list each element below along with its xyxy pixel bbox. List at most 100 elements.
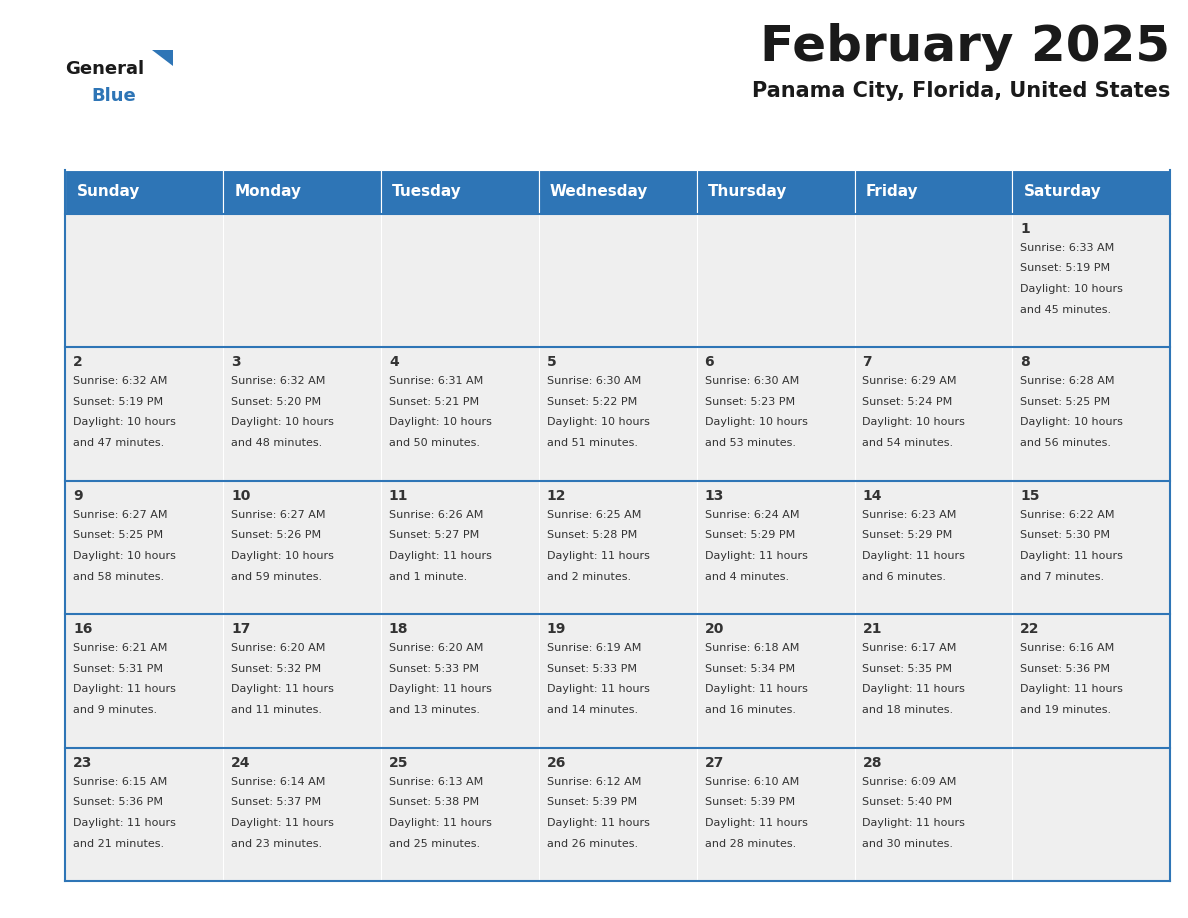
Text: 1: 1 — [1020, 222, 1030, 236]
Text: Daylight: 11 hours: Daylight: 11 hours — [862, 551, 966, 561]
Bar — [223, 748, 381, 881]
Text: 25: 25 — [388, 756, 409, 770]
Text: Sunset: 5:19 PM: Sunset: 5:19 PM — [74, 397, 164, 407]
Text: Sunrise: 6:15 AM: Sunrise: 6:15 AM — [74, 777, 168, 787]
Text: Saturday: Saturday — [1023, 185, 1101, 199]
Text: Sunrise: 6:14 AM: Sunrise: 6:14 AM — [230, 777, 326, 787]
Text: Sunrise: 6:28 AM: Sunrise: 6:28 AM — [1020, 376, 1114, 386]
Text: Daylight: 10 hours: Daylight: 10 hours — [74, 551, 176, 561]
Text: Sunrise: 6:26 AM: Sunrise: 6:26 AM — [388, 509, 484, 520]
Text: Sunrise: 6:32 AM: Sunrise: 6:32 AM — [230, 376, 326, 386]
Text: 9: 9 — [74, 489, 83, 503]
Text: Friday: Friday — [866, 185, 918, 199]
Text: Daylight: 11 hours: Daylight: 11 hours — [388, 685, 492, 694]
Text: and 14 minutes.: and 14 minutes. — [546, 705, 638, 715]
Text: Blue: Blue — [91, 87, 137, 106]
Text: Daylight: 11 hours: Daylight: 11 hours — [388, 551, 492, 561]
Text: Sunrise: 6:12 AM: Sunrise: 6:12 AM — [546, 777, 642, 787]
Bar — [696, 347, 854, 481]
Text: Daylight: 10 hours: Daylight: 10 hours — [230, 551, 334, 561]
Text: and 50 minutes.: and 50 minutes. — [388, 438, 480, 448]
Text: and 19 minutes.: and 19 minutes. — [1020, 705, 1111, 715]
Text: Sunset: 5:31 PM: Sunset: 5:31 PM — [74, 664, 163, 674]
Text: Sunrise: 6:18 AM: Sunrise: 6:18 AM — [704, 643, 800, 653]
Bar — [696, 170, 854, 214]
Text: and 56 minutes.: and 56 minutes. — [1020, 438, 1111, 448]
Text: Daylight: 11 hours: Daylight: 11 hours — [704, 551, 808, 561]
Text: 19: 19 — [546, 622, 567, 636]
Bar — [854, 614, 1012, 748]
Text: Sunset: 5:21 PM: Sunset: 5:21 PM — [388, 397, 479, 407]
Bar — [539, 347, 696, 481]
Text: Daylight: 11 hours: Daylight: 11 hours — [1020, 551, 1123, 561]
Text: Sunset: 5:26 PM: Sunset: 5:26 PM — [230, 531, 321, 540]
Text: Sunset: 5:23 PM: Sunset: 5:23 PM — [704, 397, 795, 407]
Text: Daylight: 11 hours: Daylight: 11 hours — [546, 818, 650, 828]
Text: 17: 17 — [230, 622, 251, 636]
Bar — [223, 481, 381, 614]
Text: and 13 minutes.: and 13 minutes. — [388, 705, 480, 715]
Bar — [223, 614, 381, 748]
Text: 12: 12 — [546, 489, 567, 503]
Text: Daylight: 10 hours: Daylight: 10 hours — [862, 418, 966, 428]
Text: and 45 minutes.: and 45 minutes. — [1020, 305, 1111, 315]
Text: Daylight: 11 hours: Daylight: 11 hours — [862, 685, 966, 694]
Text: 18: 18 — [388, 622, 409, 636]
Bar — [854, 481, 1012, 614]
Bar — [854, 214, 1012, 347]
Bar — [65, 170, 223, 214]
Polygon shape — [152, 50, 173, 66]
Text: Daylight: 11 hours: Daylight: 11 hours — [74, 685, 176, 694]
Text: 21: 21 — [862, 622, 881, 636]
Bar — [65, 347, 223, 481]
Text: Sunrise: 6:10 AM: Sunrise: 6:10 AM — [704, 777, 798, 787]
Text: Sunrise: 6:21 AM: Sunrise: 6:21 AM — [74, 643, 168, 653]
Bar — [696, 214, 854, 347]
Text: and 11 minutes.: and 11 minutes. — [230, 705, 322, 715]
Text: 4: 4 — [388, 355, 399, 369]
Text: Sunset: 5:24 PM: Sunset: 5:24 PM — [862, 397, 953, 407]
Text: Sunrise: 6:20 AM: Sunrise: 6:20 AM — [388, 643, 484, 653]
Text: 7: 7 — [862, 355, 872, 369]
Text: Sunset: 5:36 PM: Sunset: 5:36 PM — [1020, 664, 1111, 674]
Bar — [1012, 481, 1170, 614]
Text: Daylight: 11 hours: Daylight: 11 hours — [546, 551, 650, 561]
Text: Sunrise: 6:33 AM: Sunrise: 6:33 AM — [1020, 242, 1114, 252]
Text: and 23 minutes.: and 23 minutes. — [230, 838, 322, 848]
Text: Sunrise: 6:27 AM: Sunrise: 6:27 AM — [230, 509, 326, 520]
Text: and 1 minute.: and 1 minute. — [388, 572, 467, 582]
Text: 28: 28 — [862, 756, 881, 770]
Text: and 51 minutes.: and 51 minutes. — [546, 438, 638, 448]
Bar — [696, 614, 854, 748]
Bar — [539, 748, 696, 881]
Text: and 59 minutes.: and 59 minutes. — [230, 572, 322, 582]
Bar — [381, 170, 539, 214]
Text: Sunset: 5:29 PM: Sunset: 5:29 PM — [862, 531, 953, 540]
Text: and 53 minutes.: and 53 minutes. — [704, 438, 796, 448]
Text: February 2025: February 2025 — [760, 23, 1170, 71]
Text: Sunset: 5:33 PM: Sunset: 5:33 PM — [546, 664, 637, 674]
Bar — [65, 214, 223, 347]
Text: Daylight: 11 hours: Daylight: 11 hours — [546, 685, 650, 694]
Text: Sunset: 5:27 PM: Sunset: 5:27 PM — [388, 531, 479, 540]
Text: Daylight: 10 hours: Daylight: 10 hours — [704, 418, 808, 428]
Text: Sunrise: 6:22 AM: Sunrise: 6:22 AM — [1020, 509, 1114, 520]
Text: 11: 11 — [388, 489, 409, 503]
Text: Daylight: 11 hours: Daylight: 11 hours — [1020, 685, 1123, 694]
Text: 2: 2 — [74, 355, 83, 369]
Bar — [65, 748, 223, 881]
Text: Daylight: 10 hours: Daylight: 10 hours — [230, 418, 334, 428]
Text: 8: 8 — [1020, 355, 1030, 369]
Text: Daylight: 11 hours: Daylight: 11 hours — [704, 818, 808, 828]
Bar — [1012, 614, 1170, 748]
Text: and 9 minutes.: and 9 minutes. — [74, 705, 157, 715]
Text: Sunrise: 6:19 AM: Sunrise: 6:19 AM — [546, 643, 642, 653]
Text: Sunset: 5:39 PM: Sunset: 5:39 PM — [546, 797, 637, 807]
Text: Wednesday: Wednesday — [550, 185, 649, 199]
Text: Sunrise: 6:20 AM: Sunrise: 6:20 AM — [230, 643, 326, 653]
Bar — [539, 214, 696, 347]
Text: and 4 minutes.: and 4 minutes. — [704, 572, 789, 582]
Bar — [65, 614, 223, 748]
Text: Sunrise: 6:32 AM: Sunrise: 6:32 AM — [74, 376, 168, 386]
Text: Sunrise: 6:17 AM: Sunrise: 6:17 AM — [862, 643, 956, 653]
